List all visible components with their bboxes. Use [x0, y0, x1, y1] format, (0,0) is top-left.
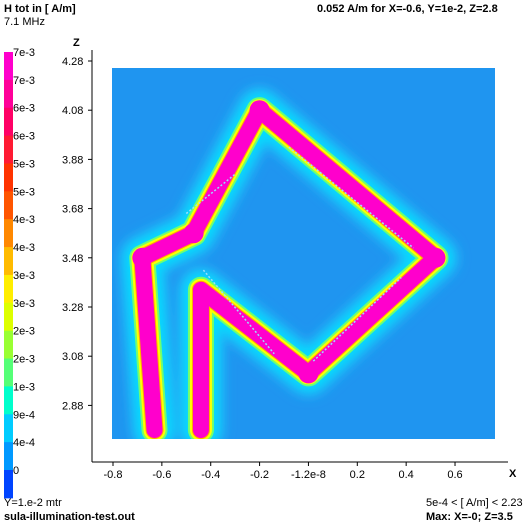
corner-hotspot	[425, 247, 446, 268]
frequency-label: 7.1 MHz	[4, 16, 45, 28]
legend-swatch	[4, 274, 13, 304]
z-tick-label: 3.68	[62, 204, 83, 216]
x-tick-label: -0.8	[104, 469, 123, 481]
quantity-title: H tot in [ A/m]	[4, 3, 76, 15]
x-tick-label: -0.6	[152, 469, 171, 481]
legend-swatch	[4, 442, 13, 471]
x-tick-label: 0.6	[447, 469, 462, 481]
range-label: 5e-4 < [ A/m] < 2.23	[426, 497, 523, 509]
z-tick-label: 3.48	[62, 253, 83, 265]
z-axis-label: Z	[73, 37, 80, 49]
x-tick-label: 0.2	[350, 469, 365, 481]
legend-label: 7e-3	[13, 47, 35, 59]
legend-swatch	[4, 330, 13, 360]
inner-current-line	[185, 173, 236, 215]
legend-label: 6e-3	[13, 103, 35, 115]
legend-label: 1e-3	[13, 381, 35, 393]
legend-label: 5e-3	[13, 158, 35, 170]
legend-label: 3e-3	[13, 298, 35, 310]
x-axis-label: X	[509, 468, 517, 480]
plane-label: Y=1.e-2 mtr	[4, 497, 62, 509]
legend-swatch	[4, 386, 13, 415]
legend-swatch	[4, 135, 13, 164]
z-tick-label: 4.08	[62, 105, 83, 117]
legend-swatch	[4, 302, 13, 332]
legend-swatch	[4, 219, 13, 248]
field-map	[112, 68, 495, 439]
x-tick-label: -0.4	[201, 469, 220, 481]
legend-label: 3e-3	[13, 270, 35, 282]
legend-label: 2e-3	[13, 354, 35, 366]
x-tick-label: -0.2	[250, 469, 269, 481]
x-tick-label: -1.2e-8	[291, 469, 326, 481]
axes: Z X 4.28 4.08 3.88 3.68 3.48 3.28 3.08 2.88 -0.8 -0…	[62, 37, 517, 481]
legend-label: 2e-3	[13, 326, 35, 338]
z-tick-label: 2.88	[62, 400, 83, 412]
color-legend: 7e-3 7e-3 6e-3 6e-3 5e-3 5e-3 4e-3 4e-3 3e-3 3e-3…	[4, 47, 35, 499]
inner-current-line	[288, 146, 414, 249]
legend-swatch	[4, 414, 13, 443]
legend-label: 9e-4	[13, 409, 35, 421]
legend-swatch	[4, 470, 13, 499]
corner-hotspot	[298, 363, 319, 384]
legend-swatch	[4, 107, 13, 137]
legend-label: 4e-4	[13, 437, 35, 449]
legend-label: 4e-3	[13, 242, 35, 254]
legend-swatch	[4, 191, 13, 220]
z-tick-label: 3.28	[62, 302, 83, 314]
z-tick-label: 3.08	[62, 351, 83, 363]
legend-swatch	[4, 163, 13, 192]
max-label: Max: X=-0; Z=3.5	[426, 511, 513, 523]
legend-swatch	[4, 358, 13, 387]
corner-hotspot	[183, 223, 204, 244]
legend-label: 7e-3	[13, 75, 35, 87]
corner-hotspot	[132, 247, 153, 268]
x-tick-label: 0.4	[399, 469, 414, 481]
corner-hotspot	[249, 100, 270, 121]
probe-readout: 0.052 A/m for X=-0.6, Y=1e-2, Z=2.8	[317, 3, 498, 15]
legend-swatch	[4, 247, 13, 276]
z-tick-label: 3.88	[62, 154, 83, 166]
legend-label: 4e-3	[13, 214, 35, 226]
legend-label: 0	[13, 465, 19, 477]
legend-swatch	[4, 52, 13, 81]
file-name: sula-illumination-test.out	[4, 511, 135, 523]
legend-swatch	[4, 79, 13, 109]
legend-label: 6e-3	[13, 131, 35, 143]
legend-label: 5e-3	[13, 186, 35, 198]
inner-current-line	[312, 276, 402, 362]
z-tick-label: 4.28	[62, 56, 83, 68]
